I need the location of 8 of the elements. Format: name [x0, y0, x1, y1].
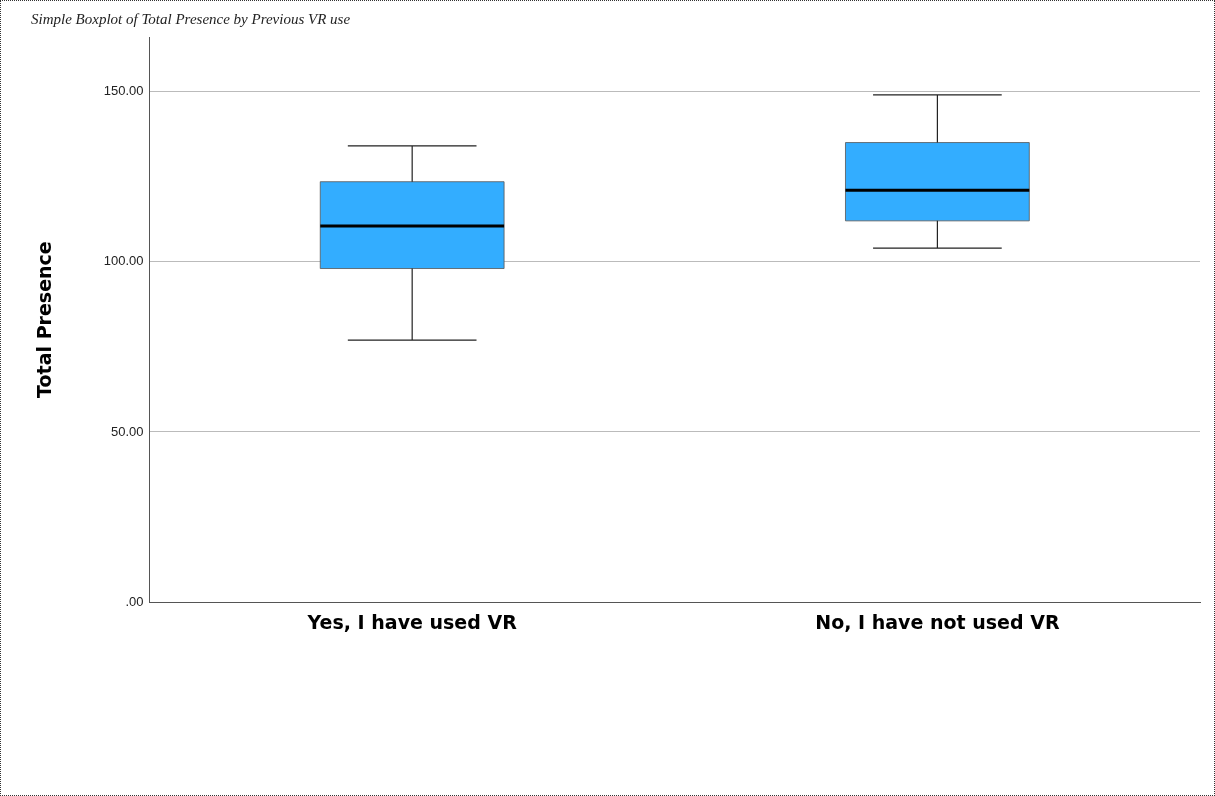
x-tick-label: Yes, I have used VR	[306, 610, 518, 633]
chart-title: Simple Boxplot of Total Presence by Previous VR use	[31, 10, 351, 27]
y-tick-label: 150.00	[103, 83, 144, 99]
y-tick-label: 100.00	[103, 253, 144, 269]
x-tick-label: No, I have not used VR	[815, 610, 1060, 633]
y-tick-label: 50.00	[111, 423, 144, 439]
y-tick-label: .00	[125, 593, 144, 609]
y-axis-title: Total Presence	[33, 241, 56, 398]
